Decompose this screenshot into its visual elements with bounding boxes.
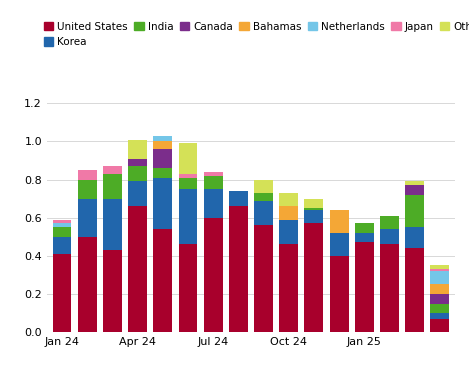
Bar (78, 180, 97, 199)
Bar (380, 216, 399, 229)
Bar (128, 182, 147, 206)
Bar (431, 269, 449, 271)
Bar (53, 237, 71, 254)
Bar (53, 223, 71, 227)
Bar (431, 319, 449, 332)
Bar (330, 233, 348, 256)
Bar (153, 136, 172, 141)
Bar (279, 193, 298, 206)
Bar (355, 242, 374, 332)
Bar (179, 143, 197, 174)
Bar (204, 189, 223, 218)
Bar (53, 227, 71, 237)
Bar (279, 244, 298, 332)
Bar (431, 313, 449, 319)
Bar (128, 159, 147, 166)
Bar (179, 174, 197, 177)
Bar (330, 210, 348, 233)
Bar (254, 200, 273, 225)
Bar (204, 218, 223, 332)
Bar (204, 172, 223, 176)
Bar (128, 206, 147, 332)
Bar (405, 195, 424, 227)
Bar (304, 199, 323, 208)
Bar (304, 224, 323, 332)
Bar (153, 229, 172, 332)
Bar (279, 206, 298, 220)
Bar (103, 166, 122, 174)
Bar (304, 208, 323, 210)
Bar (380, 244, 399, 332)
Legend: United States, Korea, India, Canada, Bahamas, Netherlands, Japan, Others: United States, Korea, India, Canada, Bah… (44, 22, 469, 47)
Bar (355, 223, 374, 233)
Bar (355, 233, 374, 242)
Bar (330, 256, 348, 332)
Bar (254, 225, 273, 332)
Bar (153, 177, 172, 229)
Bar (229, 191, 248, 206)
Bar (78, 199, 97, 237)
Bar (153, 141, 172, 149)
Bar (179, 189, 197, 244)
Bar (229, 206, 248, 332)
Bar (103, 199, 122, 250)
Bar (78, 237, 97, 332)
Bar (304, 210, 323, 224)
Bar (405, 185, 424, 195)
Bar (405, 248, 424, 332)
Bar (103, 250, 122, 332)
Bar (179, 177, 197, 189)
Bar (431, 284, 449, 294)
Bar (431, 303, 449, 313)
Bar (179, 244, 197, 332)
Bar (53, 254, 71, 332)
Bar (78, 170, 97, 180)
Bar (431, 271, 449, 284)
Bar (431, 265, 449, 269)
Bar (153, 168, 172, 177)
Bar (53, 220, 71, 223)
Bar (380, 229, 399, 244)
Bar (128, 139, 147, 159)
Bar (103, 174, 122, 199)
Bar (128, 166, 147, 182)
Bar (431, 294, 449, 303)
Bar (254, 180, 273, 193)
Bar (405, 182, 424, 185)
Bar (279, 220, 298, 244)
Bar (254, 193, 273, 200)
Bar (153, 149, 172, 168)
Bar (204, 176, 223, 189)
Bar (405, 227, 424, 248)
